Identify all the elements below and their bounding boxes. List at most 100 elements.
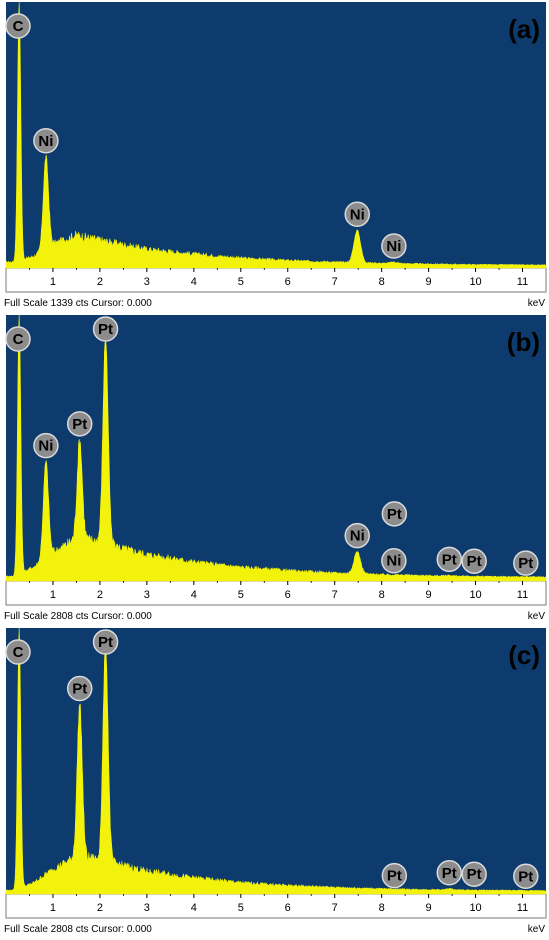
marker-badge-label: Pt	[72, 416, 87, 433]
element-marker-pt: Pt	[92, 316, 119, 342]
x-tick-label: 9	[426, 276, 432, 288]
x-tick-label: 4	[191, 276, 197, 288]
eds-spectrum-b: 1 2 3 4 5 6 7 8 9 10 11 Full Scale 2808 cts Cursor:…	[4, 314, 547, 622]
x-axis-strip	[5, 267, 547, 293]
marker-badge-label: Pt	[387, 506, 402, 523]
element-marker-pt: Pt	[436, 860, 463, 886]
eds-spectrum-a: 1 2 3 4 5 6 7 8 9 10 11 Full Scale 1339 cts Cursor:…	[4, 1, 547, 309]
element-marker-ni: Ni	[33, 128, 59, 154]
x-tick-label: 8	[379, 276, 385, 288]
x-tick-label: 4	[191, 902, 197, 914]
marker-badge-circle	[513, 863, 539, 890]
marker-badge-circle	[66, 411, 93, 437]
peak-point-ni-1	[45, 461, 47, 463]
element-marker-c: C	[5, 326, 31, 352]
spectrum-trace	[5, 315, 547, 582]
x-tick-label: 8	[379, 589, 385, 601]
eds-spectrum-c: 1 2 3 4 5 6 7 8 9 10 11 Full Scale 2808 cts Cursor:…	[4, 627, 547, 935]
plot-background	[6, 2, 546, 268]
marker-badge-circle	[513, 550, 539, 576]
marker-badge-circle	[5, 326, 31, 352]
marker-badge-circle	[5, 13, 31, 39]
marker-badge-circle	[92, 629, 119, 655]
peak-point-pt-6	[448, 574, 450, 576]
spectrum-panel-a: 1 2 3 4 5 6 7 8 9 10 11 Full Scale 1339 cts Cursor:…	[0, 0, 549, 310]
panel-label: (b)	[507, 327, 540, 357]
marker-badge-circle	[381, 862, 408, 889]
marker-badge-label: Ni	[38, 133, 53, 150]
peak-point-c-0	[18, 314, 20, 316]
spectrum-trace	[5, 2, 547, 269]
element-marker-ni: Ni	[344, 522, 370, 549]
marker-badge-circle	[381, 547, 407, 574]
peak-point-pt-3	[393, 891, 395, 893]
x-tick-label: 6	[285, 276, 291, 288]
marker-badge-label: Ni	[386, 238, 401, 255]
element-marker-pt: Pt	[461, 548, 487, 574]
x-tick-label: 6	[285, 902, 291, 914]
full-scale-cursor-status: Full Scale 2808 cts Cursor: 0.000	[4, 611, 152, 622]
x-tick-label: 11	[517, 276, 528, 288]
x-tick-label: 1	[50, 902, 56, 914]
x-tick-label: 5	[238, 276, 244, 288]
full-scale-cursor-status: Full Scale 2808 cts Cursor: 0.000	[4, 924, 152, 935]
x-tick-label: 2	[97, 902, 103, 914]
marker-badge-circle	[92, 316, 119, 342]
plot-background	[6, 315, 546, 581]
element-marker-pt: Pt	[513, 863, 539, 890]
element-marker-ni: Ni	[344, 201, 370, 228]
element-marker-ni: Ni	[381, 233, 407, 259]
full-scale-cursor-status: Full Scale 1339 cts Cursor: 0.000	[4, 298, 152, 309]
peak-point-ni-5	[393, 576, 395, 578]
x-tick-label: 5	[238, 589, 244, 601]
x-tick-label: 6	[285, 589, 291, 601]
x-axis-unit: keV	[528, 924, 546, 935]
marker-badge-circle	[436, 546, 463, 573]
element-marker-pt: Pt	[513, 550, 539, 576]
marker-badge-label: Pt	[98, 321, 113, 338]
plot-background	[6, 628, 546, 894]
marker-badge-circle	[461, 548, 487, 574]
element-marker-pt: Pt	[66, 675, 93, 702]
marker-badge-label: Pt	[387, 868, 402, 885]
marker-badge-label: Ni	[350, 206, 365, 223]
x-tick-label: 7	[332, 276, 338, 288]
x-tick-label: 3	[144, 276, 150, 288]
peak-point-ni-1	[45, 156, 47, 158]
element-marker-pt: Pt	[381, 862, 408, 889]
marker-badge-circle	[5, 639, 31, 665]
x-tick-label: 1	[50, 276, 56, 288]
peak-point-ni-3	[393, 261, 395, 263]
panel-label: (c)	[508, 640, 540, 670]
peak-point-c-0	[18, 1, 20, 3]
marker-badge-label: Pt	[442, 551, 457, 568]
marker-badge-label: Pt	[467, 866, 482, 883]
x-tick-label: 7	[332, 902, 338, 914]
x-tick-label: 10	[469, 902, 481, 914]
peak-point-pt-1	[79, 704, 81, 706]
x-axis-strip	[5, 580, 547, 606]
marker-badge-circle	[381, 233, 407, 259]
marker-badge-label: Pt	[442, 865, 457, 882]
x-tick-label: 9	[426, 589, 432, 601]
marker-badge-circle	[344, 522, 370, 549]
marker-badge-label: Ni	[38, 438, 53, 455]
peak-point-pt-2	[79, 439, 81, 441]
panel-label: (a)	[508, 14, 540, 44]
x-axis-unit: keV	[528, 611, 546, 622]
x-axis-strip	[5, 893, 547, 919]
marker-badge-circle	[33, 432, 59, 459]
x-tick-label: 2	[97, 589, 103, 601]
peak-point-c-0	[18, 627, 20, 629]
x-tick-label: 11	[517, 589, 528, 601]
x-tick-label: 4	[191, 589, 197, 601]
marker-badge-label: Pt	[98, 634, 113, 651]
x-tick-label: 1	[50, 589, 56, 601]
marker-badge-label: Ni	[386, 553, 401, 570]
marker-badge-circle	[461, 861, 487, 887]
marker-badge-label: C	[13, 644, 24, 661]
peak-point-pt-7	[525, 578, 527, 580]
element-marker-pt: Pt	[436, 546, 463, 573]
element-marker-ni: Ni	[381, 547, 407, 574]
marker-badge-circle	[344, 201, 370, 228]
